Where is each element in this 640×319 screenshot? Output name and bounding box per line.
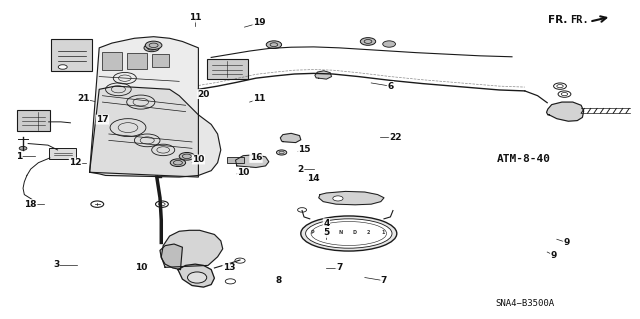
Circle shape <box>360 38 376 45</box>
Text: 2: 2 <box>298 165 304 174</box>
Circle shape <box>58 65 67 69</box>
Circle shape <box>145 41 162 49</box>
Text: 14: 14 <box>307 174 320 183</box>
Polygon shape <box>236 155 269 167</box>
Polygon shape <box>319 191 384 205</box>
FancyBboxPatch shape <box>51 39 92 71</box>
FancyBboxPatch shape <box>127 53 147 69</box>
Circle shape <box>179 152 195 160</box>
Text: 7: 7 <box>381 276 387 285</box>
Text: 6: 6 <box>387 82 394 91</box>
Text: N: N <box>339 230 342 235</box>
Text: 9: 9 <box>563 238 570 247</box>
FancyBboxPatch shape <box>207 59 248 79</box>
Text: 16: 16 <box>250 153 262 162</box>
Text: 12: 12 <box>69 158 82 167</box>
Circle shape <box>235 258 245 263</box>
FancyBboxPatch shape <box>102 52 122 70</box>
Text: 1: 1 <box>381 230 385 235</box>
Polygon shape <box>160 244 182 270</box>
Text: D: D <box>353 230 356 235</box>
Text: 13: 13 <box>223 263 236 272</box>
Text: 15: 15 <box>298 145 310 154</box>
Text: 9: 9 <box>550 251 557 260</box>
Circle shape <box>554 83 566 89</box>
Text: 17: 17 <box>96 115 109 124</box>
Text: P: P <box>310 230 314 235</box>
FancyBboxPatch shape <box>227 157 244 163</box>
Circle shape <box>298 208 307 212</box>
Polygon shape <box>280 133 301 143</box>
Text: 8: 8 <box>275 276 282 285</box>
FancyBboxPatch shape <box>152 54 169 67</box>
FancyBboxPatch shape <box>17 110 50 131</box>
Polygon shape <box>178 264 214 287</box>
Text: 10: 10 <box>237 168 250 177</box>
Text: 3: 3 <box>53 260 60 269</box>
Text: 5: 5 <box>323 228 330 237</box>
Ellipse shape <box>188 272 207 283</box>
Polygon shape <box>90 37 198 177</box>
Text: ATM-8-40: ATM-8-40 <box>497 154 550 164</box>
Text: 19: 19 <box>253 19 266 27</box>
Polygon shape <box>161 230 223 267</box>
Text: FR.: FR. <box>548 15 567 25</box>
Circle shape <box>156 201 168 207</box>
Text: 22: 22 <box>389 133 402 142</box>
Circle shape <box>225 279 236 284</box>
Ellipse shape <box>306 219 392 248</box>
Circle shape <box>558 91 571 97</box>
Text: 20: 20 <box>197 90 210 99</box>
Text: 18: 18 <box>24 200 37 209</box>
Circle shape <box>383 41 396 47</box>
Ellipse shape <box>301 216 397 251</box>
Text: SNA4−B3500A: SNA4−B3500A <box>495 299 554 308</box>
Text: 21: 21 <box>77 94 90 103</box>
Polygon shape <box>547 102 584 121</box>
Circle shape <box>144 44 159 52</box>
Text: 11: 11 <box>253 94 266 103</box>
Circle shape <box>333 196 343 201</box>
Text: 4: 4 <box>323 219 330 228</box>
Text: 1: 1 <box>16 152 22 161</box>
Circle shape <box>91 201 104 207</box>
Text: FR.: FR. <box>570 15 589 25</box>
Polygon shape <box>315 71 332 79</box>
FancyBboxPatch shape <box>49 148 76 159</box>
Polygon shape <box>90 86 221 177</box>
Circle shape <box>19 146 27 150</box>
Text: 10: 10 <box>134 263 147 272</box>
Circle shape <box>266 41 282 48</box>
Text: 2: 2 <box>367 230 371 235</box>
Text: 7: 7 <box>336 263 342 272</box>
Text: 11: 11 <box>189 13 202 22</box>
Circle shape <box>276 150 287 155</box>
Circle shape <box>170 159 186 167</box>
Text: 10: 10 <box>192 155 205 164</box>
Text: R: R <box>324 230 328 235</box>
